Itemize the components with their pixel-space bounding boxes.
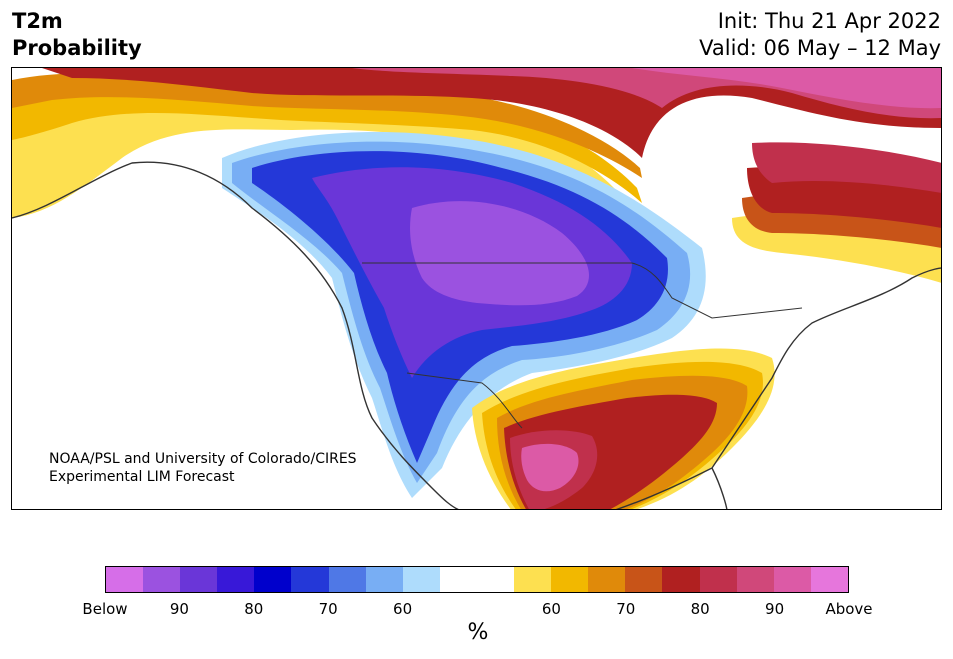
colorbar-segment bbox=[402, 567, 440, 592]
colorbar-tick-label: 70 bbox=[318, 600, 338, 618]
warm-band-north-above bbox=[632, 68, 941, 109]
colorbar-segment bbox=[180, 567, 218, 592]
warm-quebec-90 bbox=[752, 142, 941, 193]
warm-band-north-80 bbox=[42, 68, 941, 158]
colorbar-segment bbox=[143, 567, 181, 592]
credit-block: NOAA/PSL and University of Colorado/CIRE… bbox=[49, 450, 357, 486]
colorbar-tick-label: 60 bbox=[393, 600, 413, 618]
variable-title: T2m bbox=[12, 9, 63, 33]
colorbar-segment bbox=[736, 567, 774, 592]
init-date: Init: Thu 21 Apr 2022 bbox=[717, 9, 941, 33]
forecast-map[interactable] bbox=[11, 67, 942, 510]
colorbar-segment bbox=[551, 567, 589, 592]
credit-line-2: Experimental LIM Forecast bbox=[49, 469, 235, 485]
us-canada-border bbox=[362, 262, 803, 319]
map-canvas bbox=[12, 68, 941, 509]
colorbar-tick-label: 60 bbox=[541, 600, 561, 618]
colorbar-tick-label: 90 bbox=[169, 600, 189, 618]
colorbar-unit: % bbox=[467, 620, 489, 645]
valid-date: Valid: 06 May – 12 May bbox=[699, 36, 941, 60]
colorbar-segment bbox=[106, 567, 144, 592]
warm-band-north-70 bbox=[12, 73, 642, 178]
colorbar-segment bbox=[439, 567, 477, 592]
colorbar-segment bbox=[810, 567, 848, 592]
colorbar-segment bbox=[773, 567, 811, 592]
colorbar-segment bbox=[217, 567, 255, 592]
colorbar-segment bbox=[476, 567, 515, 592]
colorbar-segment bbox=[328, 567, 366, 592]
colorbar-segment bbox=[662, 567, 700, 592]
colorbar-segment bbox=[588, 567, 626, 592]
colorbar-segment bbox=[365, 567, 403, 592]
cold-below bbox=[410, 201, 589, 306]
colorbar-segment bbox=[291, 567, 329, 592]
warm-south-above bbox=[521, 443, 579, 492]
colorbar-segment bbox=[254, 567, 292, 592]
colorbar-tick-label: 80 bbox=[690, 600, 710, 618]
probability-colorbar bbox=[105, 566, 849, 593]
colorbar-tick-label: 80 bbox=[244, 600, 264, 618]
colorbar-tick-label: 70 bbox=[616, 600, 636, 618]
product-title: Probability bbox=[12, 36, 142, 60]
colorbar-tick-label: Above bbox=[825, 600, 873, 618]
title-block: T2m Probability bbox=[12, 8, 142, 62]
coastline bbox=[12, 161, 941, 509]
colorbar-tick-label: Below bbox=[82, 600, 128, 618]
date-block: Init: Thu 21 Apr 2022 Valid: 06 May – 12… bbox=[699, 8, 941, 62]
colorbar-segment bbox=[625, 567, 663, 592]
credit-line-1: NOAA/PSL and University of Colorado/CIRE… bbox=[49, 451, 357, 467]
colorbar-tick-label: 90 bbox=[765, 600, 785, 618]
us-mexico-border bbox=[406, 372, 523, 429]
colorbar-segment bbox=[514, 567, 552, 592]
colorbar-segment bbox=[699, 567, 737, 592]
